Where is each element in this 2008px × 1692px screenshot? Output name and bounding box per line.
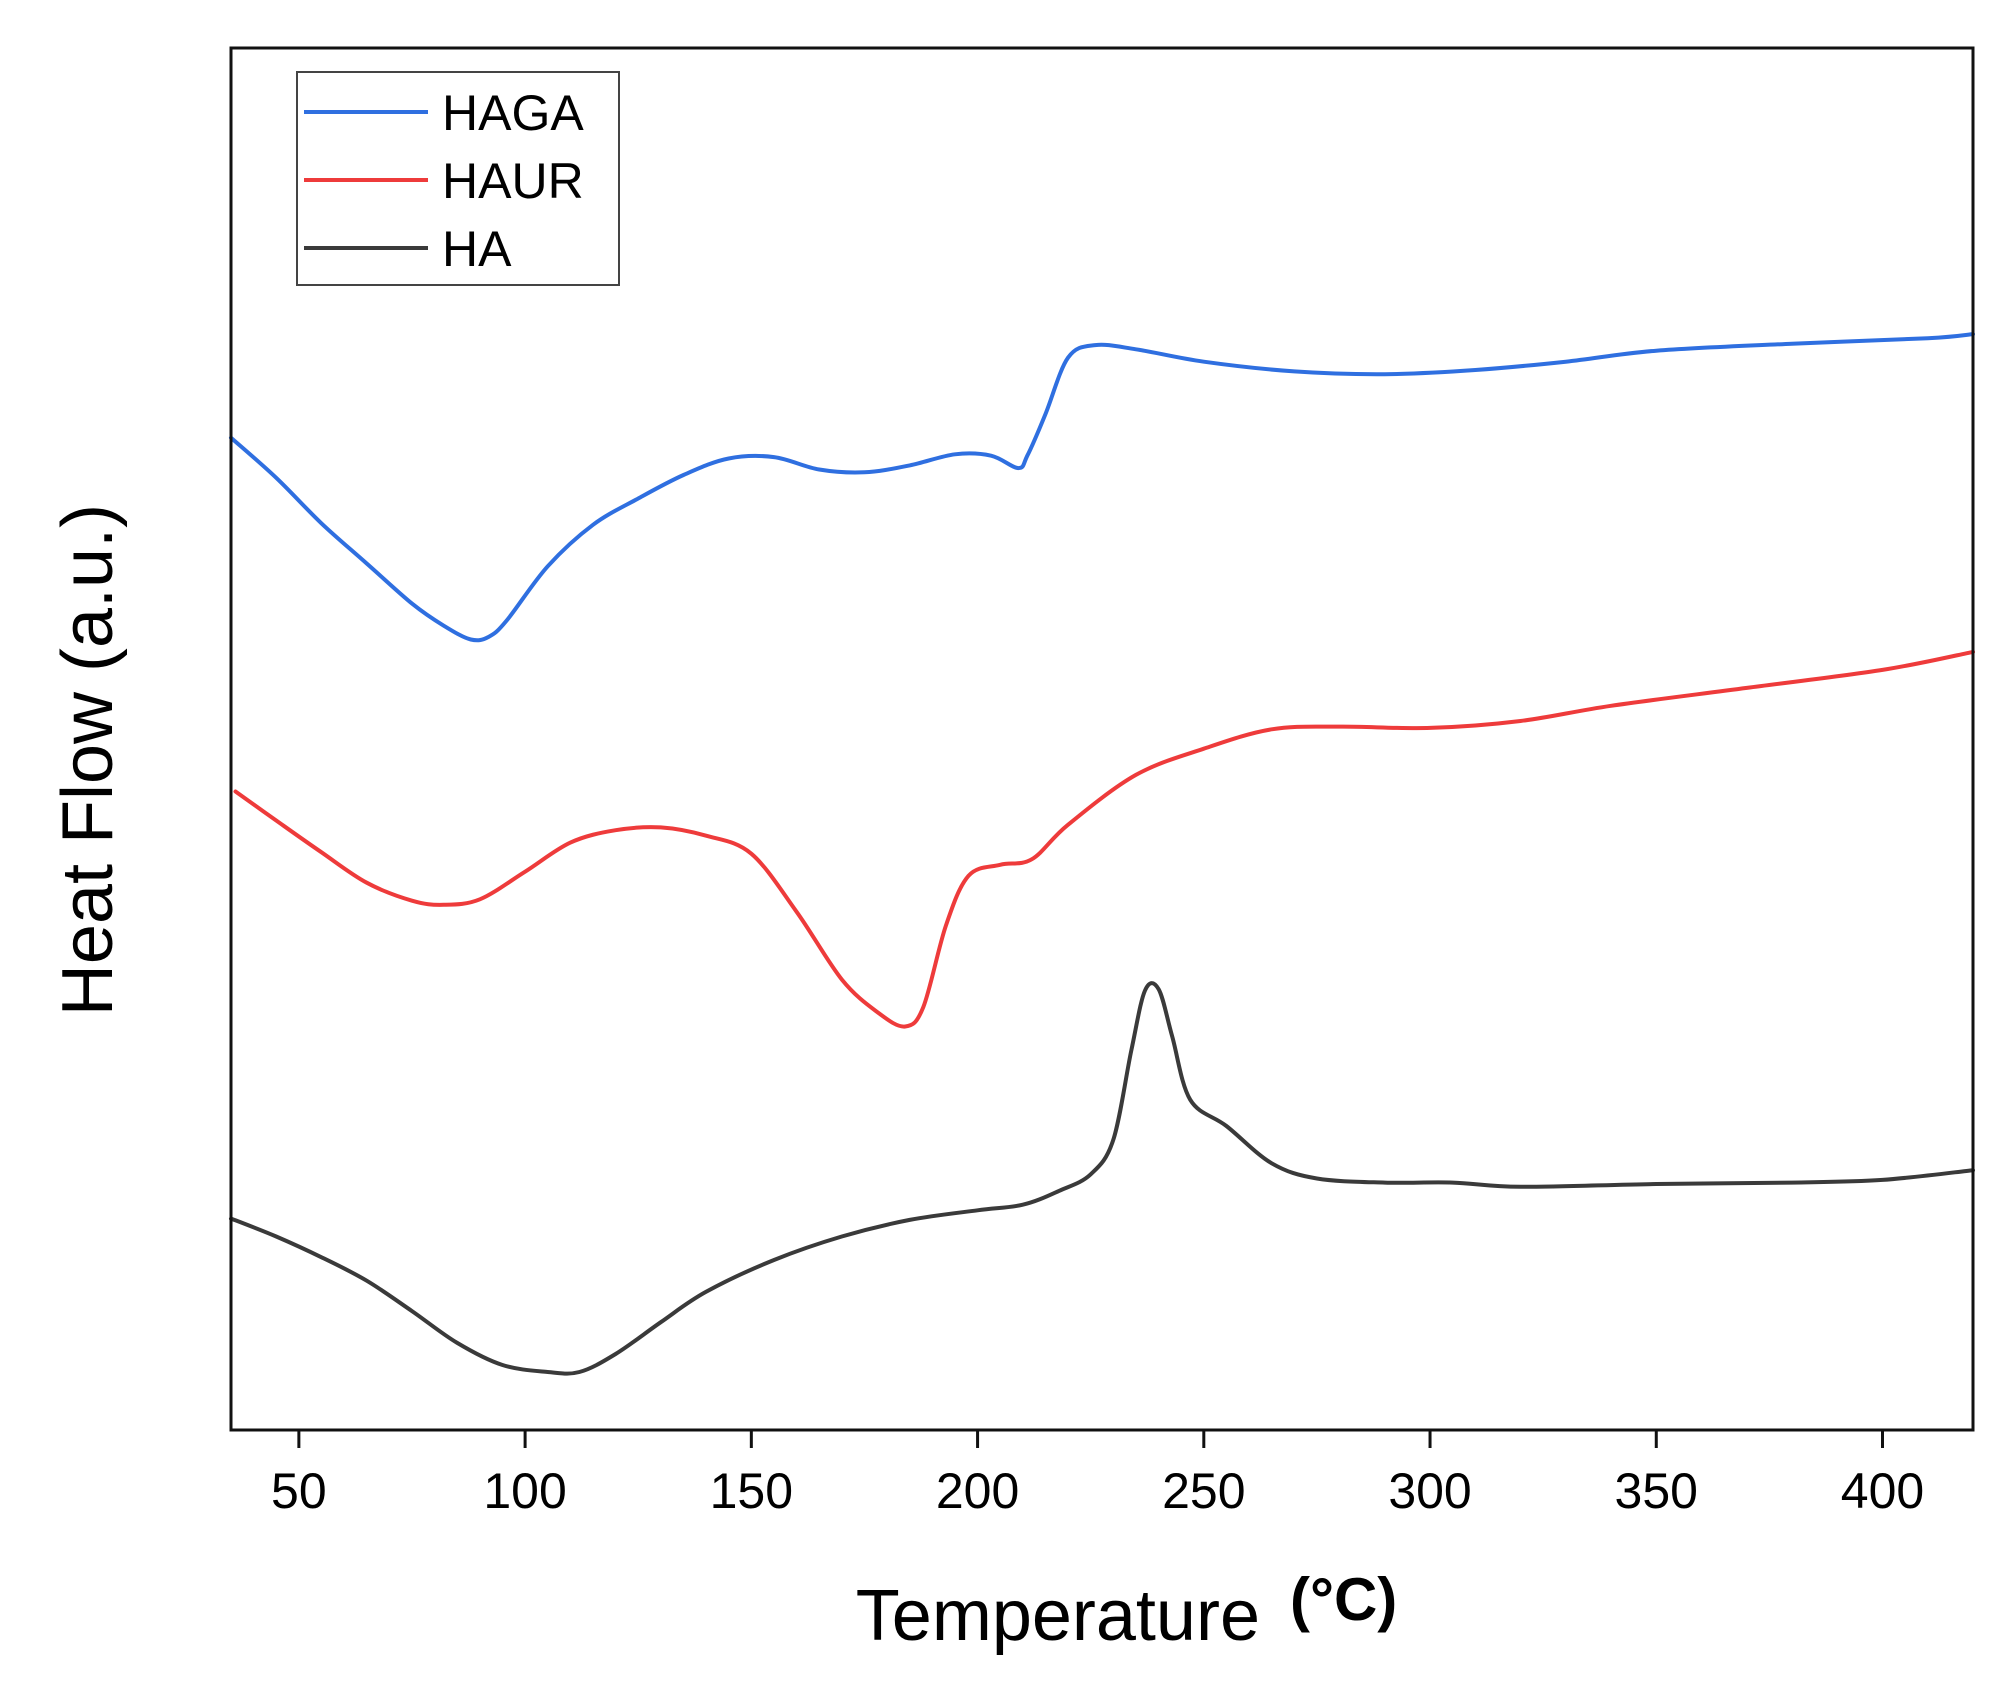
legend-label-haur: HAUR bbox=[442, 153, 584, 209]
x-tick-label-200: 200 bbox=[936, 1463, 1019, 1519]
x-tick-label-300: 300 bbox=[1388, 1463, 1471, 1519]
x-tick-label-100: 100 bbox=[483, 1463, 566, 1519]
x-tick-label-50: 50 bbox=[271, 1463, 327, 1519]
y-axis-label: Heat Flow (a.u.) bbox=[48, 504, 128, 1016]
x-tick-label-250: 250 bbox=[1162, 1463, 1245, 1519]
legend-label-ha: HA bbox=[442, 221, 512, 277]
x-tick-label-150: 150 bbox=[710, 1463, 793, 1519]
x-tick-label-350: 350 bbox=[1615, 1463, 1698, 1519]
series-group bbox=[229, 332, 1975, 1376]
series-line-haga bbox=[229, 332, 1975, 643]
x-tick-label-400: 400 bbox=[1841, 1463, 1924, 1519]
series-line-haur bbox=[233, 649, 1975, 1029]
series-line-ha bbox=[229, 981, 1975, 1376]
x-axis-unit-label: (°C) bbox=[1290, 1566, 1397, 1633]
x-axis-label: Temperature bbox=[856, 1576, 1260, 1656]
x-tick-group: 50 100 150 200 250 300 350 400 bbox=[271, 1430, 1924, 1519]
legend-label-haga: HAGA bbox=[442, 85, 584, 141]
legend: HAGA HAUR HA bbox=[296, 71, 620, 286]
plot-frame bbox=[229, 46, 1975, 1432]
